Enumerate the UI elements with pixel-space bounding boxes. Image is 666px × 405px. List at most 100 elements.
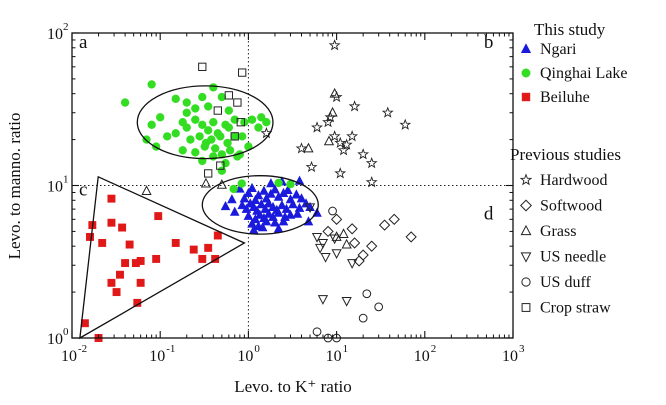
point-grass: [338, 228, 349, 239]
point-beiluhe: [98, 238, 107, 247]
x-tick-label-base: 10: [61, 348, 77, 365]
series-us-duff: [312, 206, 384, 343]
point-qinghai-lake: [274, 178, 283, 188]
point-ngari: [301, 198, 311, 208]
series-grass: [141, 87, 352, 249]
point-qinghai-lake: [216, 132, 225, 141]
point-qinghai-lake: [171, 129, 180, 138]
point-qinghai-lake: [209, 83, 218, 92]
point-crop-straw: [216, 161, 225, 170]
series-crop-straw: [198, 62, 247, 178]
point-hardwood: [365, 176, 378, 188]
point-qinghai-lake: [254, 123, 263, 132]
point-hardwood: [334, 136, 347, 149]
point-qinghai-lake: [182, 108, 191, 117]
point-qinghai-lake: [211, 144, 220, 153]
point-grass: [200, 177, 212, 188]
point-beiluhe: [121, 259, 130, 268]
legend-label-qinghai-lake: Qinghai Lake: [540, 65, 628, 82]
y-tick-label-base: 10: [47, 26, 63, 43]
point-softwood: [366, 240, 378, 252]
point-softwood: [322, 225, 334, 238]
point-ngari: [220, 200, 231, 211]
point-qinghai-lake: [147, 80, 156, 89]
point-qinghai-lake: [198, 92, 207, 102]
point-ngari: [243, 187, 254, 197]
point-qinghai-lake: [191, 148, 200, 157]
point-qinghai-lake: [257, 113, 266, 122]
legend-marker-hardwood: [519, 173, 533, 186]
point-beiluhe: [112, 288, 121, 297]
point-hardwood: [260, 127, 273, 139]
point-beiluhe: [118, 223, 127, 232]
point-qinghai-lake: [230, 132, 239, 141]
point-crop-straw: [224, 91, 233, 100]
x-tick-label-base: 10: [149, 348, 165, 365]
point-ngari: [270, 184, 280, 194]
legend-item-softwood: Softwood: [520, 198, 602, 215]
point-qinghai-lake: [191, 115, 200, 124]
legend-label-beiluhe: Beiluhe: [540, 89, 590, 106]
point-qinghai-lake: [223, 138, 232, 148]
y-tick-label-base: 10: [47, 179, 63, 196]
point-us-needle: [304, 203, 316, 214]
point-qinghai-lake: [120, 98, 130, 107]
legend-label-hardwood: Hardwood: [540, 172, 608, 189]
y-tick-label: 10 0: [47, 326, 69, 348]
point-ngari: [237, 200, 247, 210]
point-qinghai-lake: [171, 94, 180, 104]
point-softwood: [378, 219, 391, 231]
point-hardwood: [334, 167, 347, 179]
y-tick-label: 10 2: [47, 21, 69, 43]
point-softwood: [348, 237, 361, 249]
point-hardwood: [295, 142, 308, 154]
point-beiluhe: [107, 194, 116, 203]
point-qinghai-lake: [198, 120, 207, 129]
quadrant-label-b: b: [484, 32, 494, 53]
point-hardwood: [399, 118, 412, 130]
point-us-needle: [329, 234, 340, 245]
point-beiluhe: [198, 254, 207, 263]
point-hardwood: [365, 156, 378, 169]
qinghai-ellipse: [136, 85, 274, 160]
legend: This study Previous studies Ngari Qinghai L…: [510, 20, 628, 317]
x-tick-label-exponent: -1: [166, 343, 175, 355]
point-beiluhe: [125, 240, 134, 249]
point-qinghai-lake: [191, 104, 200, 113]
ngari-ellipse: [201, 175, 319, 235]
quadrant-label-c: c: [79, 179, 87, 200]
point-ngari: [256, 199, 267, 209]
point-us-duff: [362, 289, 372, 299]
point-us-needle: [341, 296, 352, 307]
point-qinghai-lake: [209, 118, 218, 127]
point-crop-straw: [230, 132, 239, 141]
point-us-duff: [374, 302, 384, 312]
beiluhe-triangle: [79, 175, 246, 340]
legend-marker-softwood: [520, 199, 532, 212]
legend-item-crop-straw: Crop straw: [521, 300, 611, 317]
point-crop-straw: [204, 169, 213, 178]
point-us-duff: [358, 313, 368, 323]
point-qinghai-lake: [142, 135, 151, 144]
quadrant-label-a: a: [79, 32, 88, 53]
series-beiluhe: [80, 194, 222, 342]
point-hardwood: [340, 138, 353, 150]
point-grass: [323, 135, 335, 146]
point-ngari: [270, 217, 280, 227]
point-qinghai-lake: [217, 92, 227, 102]
point-grass: [303, 142, 314, 153]
legend-item-hardwood: Hardwood: [519, 172, 608, 189]
point-us-needle: [317, 295, 329, 305]
series-ngari: [220, 175, 322, 234]
point-grass: [141, 185, 152, 195]
x-axis-label: Levo. to K⁺ ratio: [234, 377, 352, 396]
point-beiluhe: [107, 218, 116, 227]
point-hardwood: [381, 106, 394, 118]
point-grass: [329, 87, 340, 98]
point-ngari: [227, 194, 237, 204]
point-beiluhe: [86, 232, 94, 241]
point-crop-straw: [236, 118, 245, 127]
point-qinghai-lake: [163, 132, 172, 141]
point-qinghai-lake: [225, 146, 235, 155]
